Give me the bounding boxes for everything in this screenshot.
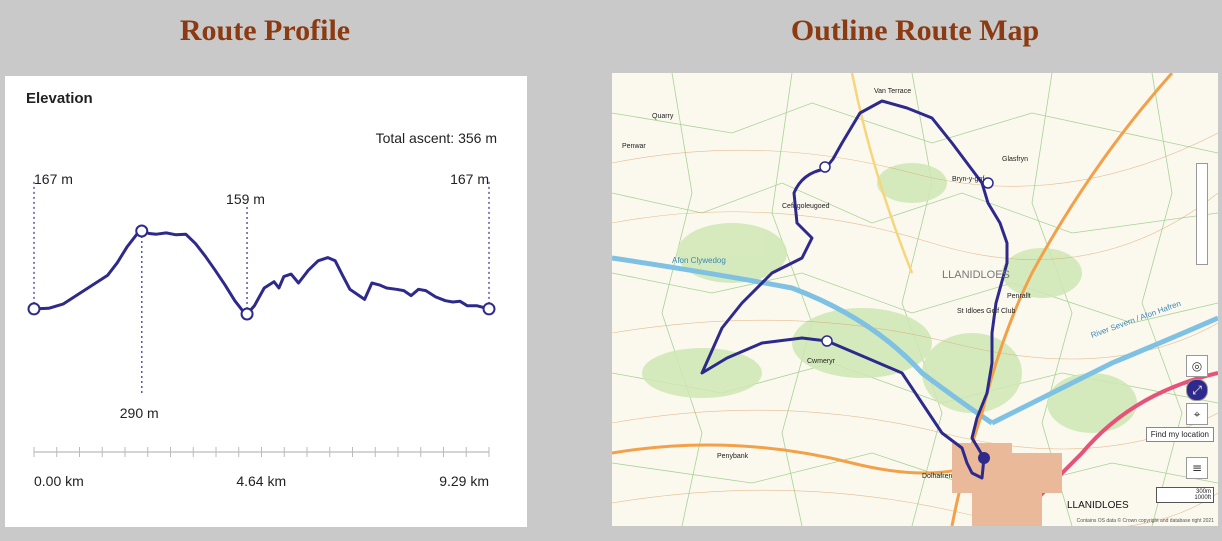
annotation-layer: 167 m 290 m 159 m 167 m	[33, 171, 490, 421]
total-ascent-label: Total ascent: 356 m	[376, 130, 497, 146]
map-label: Cwmeryr	[807, 358, 836, 365]
map-label: Cefngoleugoed	[782, 203, 830, 210]
x-tick-label: 0.00 km	[34, 473, 84, 489]
annotation-label: 167 m	[450, 171, 489, 187]
map-label: Glasfryn	[1002, 156, 1028, 163]
route-outline	[700, 99, 1009, 480]
map-scale: 300m 1000ft	[1156, 487, 1214, 503]
map-label: Penwar	[622, 143, 646, 150]
annotation-label: 167 m	[34, 171, 73, 187]
os-map-canvas[interactable]: LLANIDLOES LLANIDLOES Penrallt Glasfryn …	[612, 73, 1218, 526]
map-label: Penrallt	[1007, 293, 1031, 300]
x-tick-label: 4.64 km	[236, 473, 286, 489]
map-label: Van Terrace	[874, 88, 911, 95]
layers-icon[interactable]: ◎	[1186, 355, 1208, 377]
map-label: St Idloes Golf Club	[957, 308, 1015, 315]
map-background	[612, 73, 1218, 526]
annotation-point-marker	[135, 224, 149, 238]
map-label-town: LLANIDLOES	[1067, 500, 1129, 511]
route-profile-heading: Route Profile	[179, 14, 351, 47]
map-label: Dolhafren	[922, 473, 952, 480]
elevation-series-line	[32, 229, 491, 316]
annotation-label: 159 m	[226, 191, 265, 207]
woodland-areas	[642, 163, 1137, 433]
elevation-chart: Elevation Total ascent: 356 m 0.00 km 4.6…	[26, 90, 497, 489]
route-map[interactable]: LLANIDLOES LLANIDLOES Penrallt Glasfryn …	[612, 73, 1218, 526]
start-finish-marker	[978, 452, 990, 464]
expand-icon[interactable]: ⤢	[1186, 379, 1208, 401]
x-axis: 0.00 km 4.64 km 9.29 km	[33, 447, 490, 489]
find-my-location-button[interactable]: Find my location	[1145, 427, 1214, 442]
marker-layer	[27, 224, 496, 321]
map-label: Penybank	[717, 453, 749, 460]
waypoint-marker	[982, 177, 994, 189]
locate-icon[interactable]: ⌖	[1186, 403, 1208, 425]
waypoint-marker	[819, 161, 831, 173]
annotation-point-marker	[240, 307, 254, 321]
map-label: Bryn-y-gof	[952, 176, 984, 183]
rivers	[612, 255, 1218, 426]
x-tick-label: 9.29 km	[439, 473, 489, 489]
map-credit: Contains OS data © Crown copyright and d…	[1076, 518, 1214, 524]
annotation-point-marker	[27, 302, 41, 316]
annotation-point-marker	[482, 302, 496, 316]
elevation-profile-panel: Elevation Total ascent: 356 m 0.00 km 4.6…	[5, 76, 527, 527]
map-label: Quarry	[652, 113, 674, 120]
scale-imperial: 1000ft	[1194, 495, 1211, 501]
chart-title: Elevation	[26, 90, 93, 107]
stack-icon[interactable]: ≡	[1186, 457, 1208, 479]
outline-route-map-heading: Outline Route Map	[790, 14, 1040, 47]
scale-metric: 300m	[1195, 489, 1211, 495]
map-label-town-large: LLANIDLOES	[942, 269, 1010, 281]
waypoint-marker	[821, 335, 833, 347]
annotation-label: 290 m	[120, 405, 159, 421]
zoom-slider[interactable]	[1196, 163, 1208, 265]
map-label-river: Afon Clywedog	[672, 256, 726, 265]
